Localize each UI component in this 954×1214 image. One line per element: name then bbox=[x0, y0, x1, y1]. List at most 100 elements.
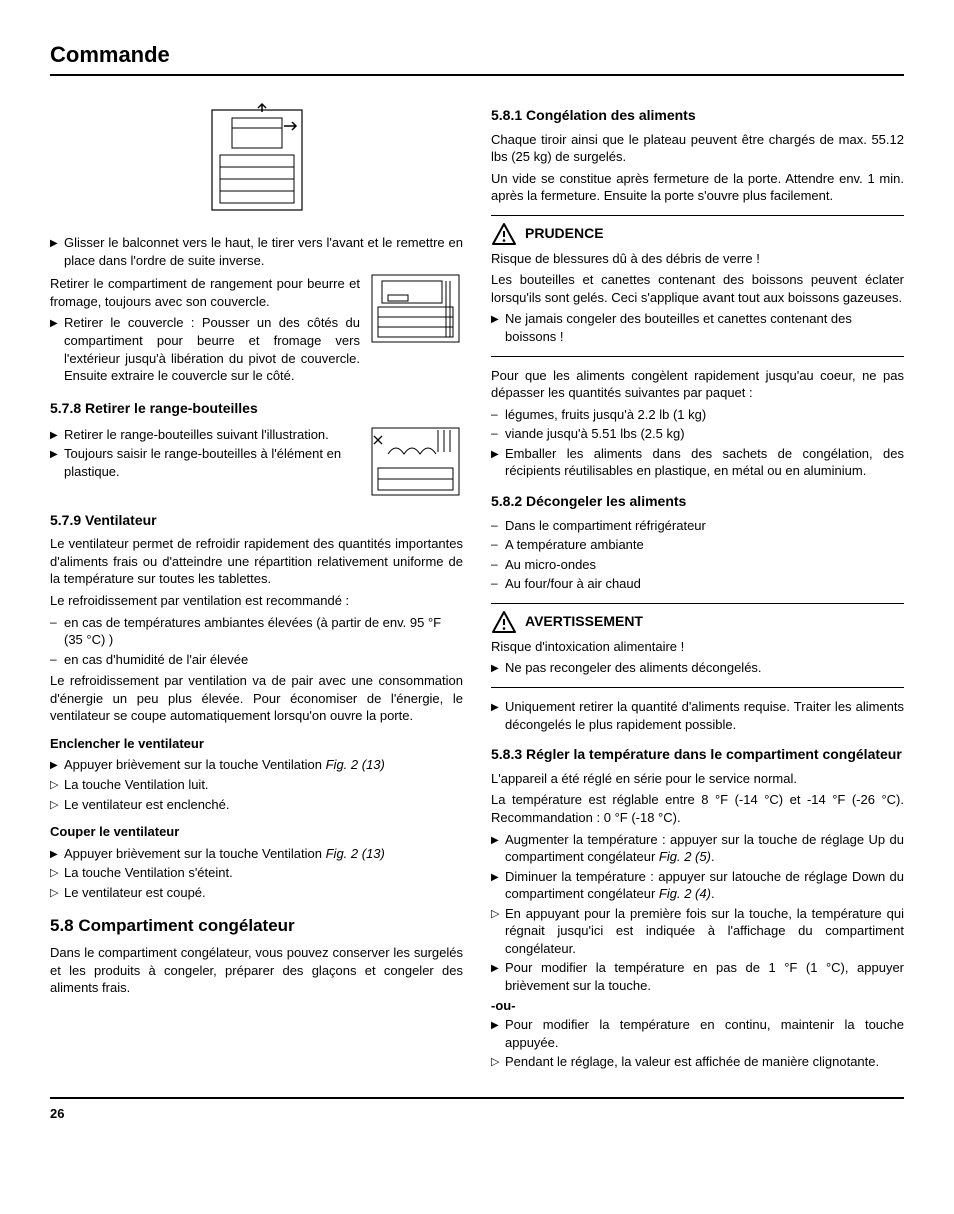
action-glisser-balconnet: Glisser le balconnet vers le haut, le ti… bbox=[50, 234, 463, 269]
list-item: Au four/four à air chaud bbox=[491, 575, 904, 593]
text: Au micro-ondes bbox=[505, 556, 904, 574]
text: Au four/four à air chaud bbox=[505, 575, 904, 593]
text: en cas de températures ambiantes élevées… bbox=[64, 614, 463, 649]
right-column: 5.8.1 Congélation des aliments Chaque ti… bbox=[491, 94, 904, 1073]
action-item: Pour modifier la température en continu,… bbox=[491, 1016, 904, 1051]
text: Appuyer brièvement sur la touche Ventila… bbox=[64, 757, 326, 772]
prudence-box: PRUDENCE Risque de blessures dû à des dé… bbox=[491, 215, 904, 357]
result-item: Le ventilateur est coupé. bbox=[50, 884, 463, 902]
heading-5-8-3: 5.8.3 Régler la température dans le comp… bbox=[491, 745, 904, 764]
result-marker-icon bbox=[50, 884, 64, 901]
text: légumes, fruits jusqu'à 2.2 lb (1 kg) bbox=[505, 406, 904, 424]
action-item: Diminuer la température : appuyer sur la… bbox=[491, 868, 904, 903]
action-retirer-range: Retirer le range-bouteilles suivant l'il… bbox=[50, 426, 360, 444]
text: Dans le compartiment réfrigérateur bbox=[505, 517, 904, 535]
text: en cas d'humidité de l'air élevée bbox=[64, 651, 463, 669]
list-item: Au micro-ondes bbox=[491, 556, 904, 574]
text: Pour modifier la température en pas de 1… bbox=[505, 959, 904, 994]
page-number: 26 bbox=[50, 1097, 904, 1123]
action-item: Ne pas recongeler des aliments décongelé… bbox=[491, 659, 904, 677]
list-item: Dans le compartiment réfrigérateur bbox=[491, 517, 904, 535]
result-item: Le ventilateur est enclenché. bbox=[50, 796, 463, 814]
text: Ne jamais congeler des bouteilles et can… bbox=[505, 310, 904, 345]
text: Appuyer brièvement sur la touche Ventila… bbox=[64, 845, 463, 863]
result-marker-icon bbox=[491, 905, 505, 922]
text: Le refroidissement par ventilation est r… bbox=[50, 592, 463, 610]
heading-5-8: 5.8 Compartiment congélateur bbox=[50, 915, 463, 938]
warning-icon bbox=[491, 222, 517, 246]
or-separator: -ou- bbox=[491, 997, 904, 1015]
text: Glisser le balconnet vers le haut, le ti… bbox=[64, 234, 463, 269]
text: La touche Ventilation s'éteint. bbox=[64, 864, 463, 882]
text: Un vide se constitue après fermeture de … bbox=[491, 170, 904, 205]
action-marker-icon bbox=[50, 845, 64, 862]
text: Chaque tiroir ainsi que le plateau peuve… bbox=[491, 131, 904, 166]
heading-5-7-8: 5.7.8 Retirer le range-bouteilles bbox=[50, 399, 463, 418]
text: Uniquement retirer la quantité d'aliment… bbox=[505, 698, 904, 733]
list-item: en cas d'humidité de l'air élevée bbox=[50, 651, 463, 669]
action-item: Emballer les aliments dans des sachets d… bbox=[491, 445, 904, 480]
list-item: légumes, fruits jusqu'à 2.2 lb (1 kg) bbox=[491, 406, 904, 424]
result-marker-icon bbox=[50, 796, 64, 813]
action-item: Ne jamais congeler des bouteilles et can… bbox=[491, 310, 904, 345]
text: Pour modifier la température en continu,… bbox=[505, 1016, 904, 1051]
result-item: En appuyant pour la première fois sur la… bbox=[491, 905, 904, 958]
figure-ref: Fig. 2 (5) bbox=[659, 849, 711, 864]
text: La touche Ventilation luit. bbox=[64, 776, 463, 794]
result-marker-icon bbox=[50, 776, 64, 793]
text: Le ventilateur permet de refroidir rapid… bbox=[50, 535, 463, 588]
text: viande jusqu'à 5.51 lbs (2.5 kg) bbox=[505, 425, 904, 443]
figure-balconnet bbox=[50, 100, 463, 225]
dash-icon bbox=[491, 517, 505, 533]
text: Le refroidissement par ventilation va de… bbox=[50, 672, 463, 725]
text: Augmenter la température : appuyer sur l… bbox=[505, 831, 904, 866]
action-retirer-couvercle: Retirer le couvercle : Pousser un des cô… bbox=[50, 314, 360, 384]
left-column: Glisser le balconnet vers le haut, le ti… bbox=[50, 94, 463, 1073]
text: Le ventilateur est coupé. bbox=[64, 884, 463, 902]
text: Emballer les aliments dans des sachets d… bbox=[505, 445, 904, 480]
action-item: Appuyer brièvement sur la touche Ventila… bbox=[50, 845, 463, 863]
action-item: Appuyer brièvement sur la touche Ventila… bbox=[50, 756, 463, 774]
figure-ref: Fig. 2 (4) bbox=[659, 886, 711, 901]
heading-5-8-2: 5.8.2 Décongeler les aliments bbox=[491, 492, 904, 511]
action-marker-icon bbox=[491, 310, 505, 327]
result-item: Pendant le réglage, la valeur est affich… bbox=[491, 1053, 904, 1071]
action-marker-icon bbox=[491, 868, 505, 885]
warning-label: AVERTISSEMENT bbox=[525, 612, 643, 631]
action -marker-icon bbox=[491, 659, 505, 676]
text: Le ventilateur est enclenché. bbox=[64, 796, 463, 814]
dash-icon bbox=[491, 536, 505, 552]
action-marker-icon bbox=[491, 445, 505, 462]
warning-header: AVERTISSEMENT bbox=[491, 610, 904, 634]
text: Retirer le couvercle : Pousser un des cô… bbox=[64, 314, 360, 384]
text: La température est réglable entre 8 °F (… bbox=[491, 791, 904, 826]
text: Retirer le compartiment de rangement pou… bbox=[50, 275, 360, 310]
text: Toujours saisir le range-bouteilles à l'… bbox=[64, 445, 360, 480]
figure-compartment bbox=[368, 271, 463, 346]
warning-header: PRUDENCE bbox=[491, 222, 904, 246]
page-title: Commande bbox=[50, 40, 904, 76]
dash-icon bbox=[491, 425, 505, 441]
result-item: La touche Ventilation luit. bbox=[50, 776, 463, 794]
result-item: La touche Ventilation s'éteint. bbox=[50, 864, 463, 882]
dash-icon bbox=[491, 556, 505, 572]
action-marker-icon bbox=[50, 426, 64, 443]
action-marker-icon bbox=[491, 698, 505, 715]
dash-icon bbox=[50, 614, 64, 630]
text: A température ambiante bbox=[505, 536, 904, 554]
text: Risque d'intoxication alimentaire ! bbox=[491, 638, 904, 656]
dash-icon bbox=[50, 651, 64, 667]
action-marker-icon bbox=[491, 831, 505, 848]
text: Appuyer brièvement sur la touche Ventila… bbox=[64, 846, 326, 861]
heading-5-8-1: 5.8.1 Congélation des aliments bbox=[491, 106, 904, 125]
avertissement-box: AVERTISSEMENT Risque d'intoxication alim… bbox=[491, 603, 904, 688]
list-item: A température ambiante bbox=[491, 536, 904, 554]
text: Pour que les aliments congèlent rapideme… bbox=[491, 367, 904, 402]
action-item: Augmenter la température : appuyer sur l… bbox=[491, 831, 904, 866]
heading-5-7-9: 5.7.9 Ventilateur bbox=[50, 511, 463, 530]
figure-ref: Fig. 2 (13) bbox=[326, 757, 385, 772]
list-item: viande jusqu'à 5.51 lbs (2.5 kg) bbox=[491, 425, 904, 443]
result-marker-icon bbox=[50, 864, 64, 881]
action-item: Pour modifier la température en pas de 1… bbox=[491, 959, 904, 994]
content-columns: Glisser le balconnet vers le haut, le ti… bbox=[50, 94, 904, 1073]
